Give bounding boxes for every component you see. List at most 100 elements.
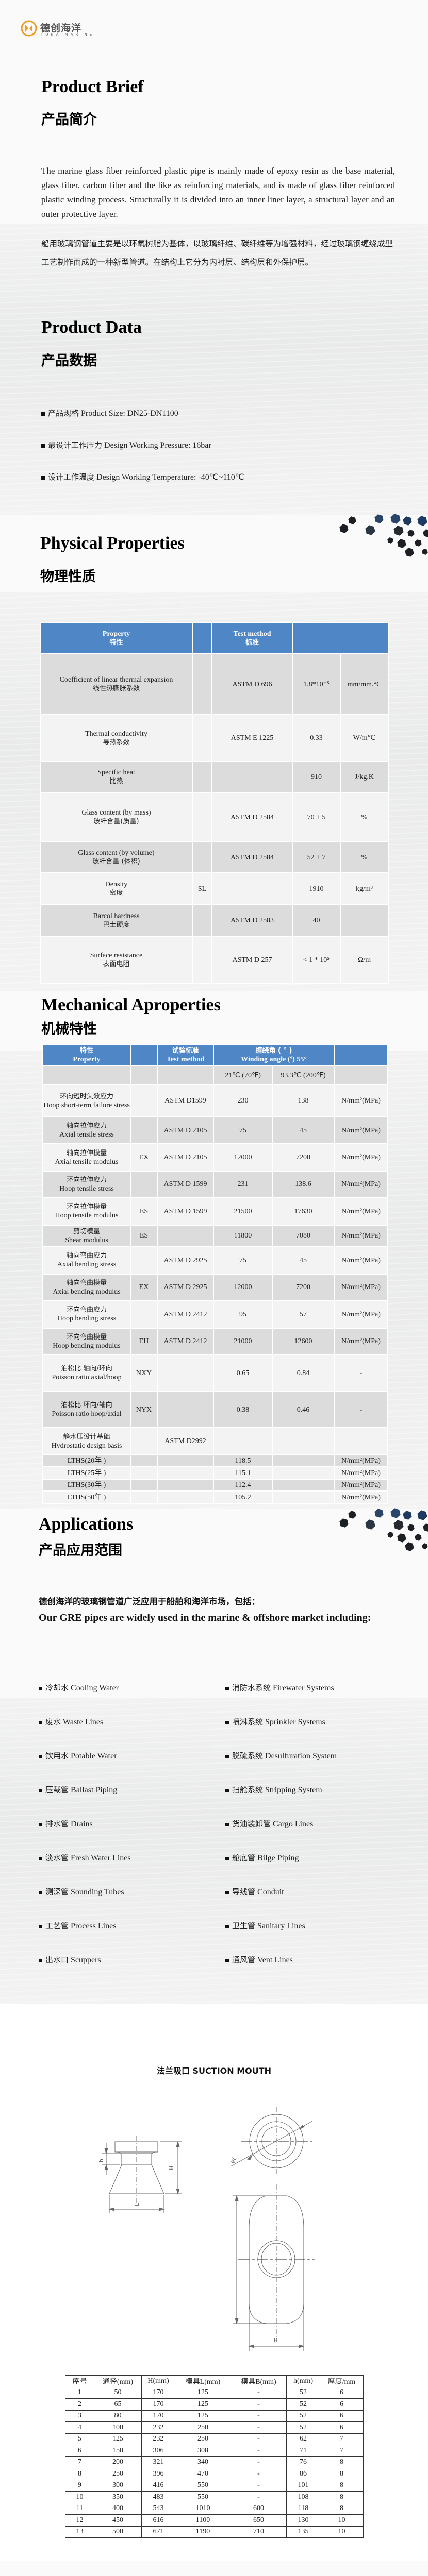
applications-title: Applications (39, 1515, 134, 1534)
bullet-square-icon (41, 476, 45, 480)
table-cell: 10 (320, 2514, 364, 2527)
property-cell: 泊松比 环向/轴向 Poisson ratio hoop/axial (42, 1391, 131, 1428)
v1-cell: 11800 (213, 1225, 273, 1247)
sea-background (0, 1698, 428, 2004)
table-cell: 543 (141, 2502, 175, 2515)
hexagon-shape (339, 524, 349, 533)
column-header: 厚度/mm (320, 2375, 364, 2387)
v2-cell: 0.46 (271, 1391, 335, 1428)
brand-logo[interactable]: 德创海洋 TUNA MARINE (21, 20, 93, 38)
v1-cell: 230 (213, 1084, 273, 1117)
product-data-item: 产品规格 Product Size: DN25-DN1100 (41, 408, 178, 418)
item-label-cn: 产品规格 (48, 409, 79, 418)
hexagon-shape (387, 537, 393, 544)
table-cell: 8 (320, 2502, 364, 2515)
header-method: 试验标准 Test method (157, 1044, 214, 1066)
table-cell: - (231, 2445, 287, 2457)
table-row: 2 65 170 125-52 6 (65, 2398, 364, 2411)
property-cn: 导热系数 (103, 738, 130, 747)
value-cell: 40 (292, 904, 341, 937)
table-cell: 616 (141, 2514, 175, 2527)
code-cell (192, 653, 212, 715)
table-row: Coefficient of linear thermal expansion 线… (40, 653, 389, 715)
property-cell: 环向弯曲模量 Hoop bending modulus (42, 1328, 131, 1355)
property-cell: LTHS(50年 ) (42, 1490, 131, 1504)
table-cell: 2 (65, 2398, 94, 2411)
table-cell: - (231, 2386, 287, 2399)
application-cn: 消防水系统 (232, 1683, 271, 1692)
column-header: 序号 (65, 2375, 94, 2387)
property-cell: Glass content (by mass) 玻纤含量(质量) (40, 792, 193, 842)
column-header: h(mm) (286, 2375, 320, 2387)
table-cell: 52 (286, 2386, 320, 2399)
table-cell: 125 (175, 2386, 231, 2399)
method-cell: ASTM D2992 (157, 1427, 214, 1455)
method-cell (157, 1490, 214, 1504)
hexagon-shape (415, 1534, 422, 1541)
table-cell: 76 (286, 2456, 320, 2468)
table-row: 环向拉伸应力 Hoop tensile stress ASTM D 1599 231 1… (42, 1171, 389, 1198)
property-cell: LTHS(25年 ) (42, 1466, 131, 1480)
table-row: LTHS(30年 ) 112.4 N/mm²(MPa) (42, 1479, 389, 1492)
property-cn: 轴向弯曲模量 (66, 1279, 107, 1287)
property-cn: 线性热膨胀系数 (92, 685, 140, 692)
table-cell: 300 (94, 2479, 142, 2492)
property-en: Thermal conductivity (85, 730, 147, 738)
table-cell: 52 (286, 2410, 320, 2422)
table-cell: 232 (141, 2433, 175, 2445)
item-label-en: Design Working Pressure: 16bar (104, 441, 211, 450)
table-cell: 1 (65, 2386, 94, 2399)
value-cell: 910 (292, 761, 341, 793)
method-cell (157, 1454, 214, 1467)
table-cell: 500 (94, 2526, 142, 2538)
property-cn: 剪切模量 (73, 1227, 100, 1235)
property-cell: LTHS(20年 ) (42, 1454, 131, 1467)
header-method-cn: 试验标准 (172, 1047, 199, 1055)
method-cell (157, 1391, 214, 1428)
application-item: 导线管 Conduit (225, 1886, 284, 1897)
table-cell: 108 (286, 2491, 320, 2503)
table-cell: 1100 (175, 2514, 231, 2527)
property-cell: Thermal conductivity 导热系数 (40, 714, 193, 762)
table-row: Thermal conductivity 导热系数 ASTM E 1225 0.33 W… (40, 714, 389, 762)
method-cell: ASTM D 2925 (157, 1274, 214, 1301)
hexagon-shape (405, 1542, 414, 1551)
hexagon-shape (403, 1511, 412, 1520)
unit-cell: N/mm²(MPa) (334, 1225, 389, 1247)
v1-cell: 231 (213, 1171, 273, 1198)
v2-cell (271, 1490, 335, 1504)
property-en: Coefficient of linear thermal expansion (59, 676, 173, 684)
v2-cell: 12600 (271, 1328, 335, 1355)
property-en: LTHS(50年 ) (67, 1494, 106, 1501)
column-header: H(mm) (141, 2375, 175, 2387)
method-cell: ASTM D 257 (211, 936, 293, 984)
physical-properties-table: Property 特性 Test method 标准 Coefficient of … (40, 622, 389, 984)
table-row: 4 100 232 250-52 6 (65, 2421, 364, 2434)
table-cell: 130 (286, 2514, 320, 2527)
table-cell: 7 (320, 2433, 364, 2445)
code-cell: EH (130, 1328, 158, 1355)
table-cell: 125 (175, 2410, 231, 2422)
bullet-square-icon (225, 1788, 229, 1792)
column-header: 模具B(mm) (231, 2375, 287, 2387)
table-row: 轴向拉伸模量 Axial tensile modulus EX ASTM D 2105… (42, 1143, 389, 1172)
table-cell: 125 (94, 2433, 142, 2445)
v2-cell: 7080 (271, 1225, 335, 1247)
property-cn: 表面电阻 (103, 960, 130, 968)
table-row: 6 150 306 308-71 7 (65, 2445, 364, 2457)
table-cell: 118 (286, 2502, 320, 2515)
property-en: Density (105, 880, 128, 888)
application-cn: 喷淋系统 (232, 1717, 264, 1726)
v1-cell: 75 (213, 1246, 273, 1275)
unit-cell: % (340, 841, 389, 873)
bullet-square-icon (225, 1754, 229, 1758)
v2-cell (271, 1479, 335, 1492)
code-cell: EX (130, 1274, 158, 1301)
table-cell: - (231, 2468, 287, 2480)
table-cell: 250 (175, 2421, 231, 2434)
hexagon-shape (390, 514, 401, 524)
v1-cell (213, 1427, 273, 1455)
table-cell: 6 (65, 2445, 94, 2457)
hexagon-pattern-decoration (339, 1508, 428, 1551)
table-cell: 8 (320, 2491, 364, 2503)
